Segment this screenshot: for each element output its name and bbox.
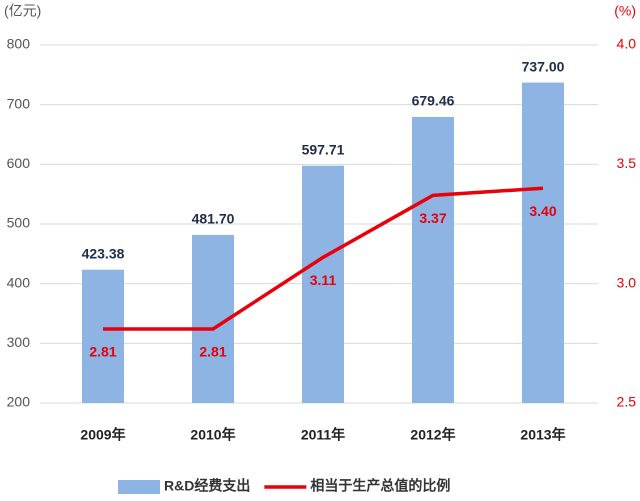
line-value-label: 3.11 — [310, 272, 337, 288]
bar — [302, 165, 344, 403]
line-value-label: 2.81 — [89, 344, 116, 360]
bar — [522, 82, 564, 403]
bar-value-label: 481.70 — [192, 211, 235, 227]
y-tick-label: 200 — [7, 394, 31, 410]
bar-value-label: 423.38 — [82, 245, 125, 261]
bar-value-label: 737.00 — [522, 58, 565, 74]
y2-axis-label: (%) — [614, 3, 636, 19]
bar — [82, 269, 124, 403]
x-tick-label: 2013年 — [520, 427, 565, 443]
bar-value-label: 679.46 — [412, 93, 455, 109]
y-tick-label: 400 — [7, 274, 31, 290]
x-tick-label: 2009年 — [80, 427, 125, 443]
y2-tick-label: 3.0 — [617, 274, 637, 290]
bar-value-label: 597.71 — [302, 141, 345, 157]
line-value-label: 3.37 — [419, 210, 446, 226]
y-tick-label: 500 — [7, 215, 31, 231]
y2-tick-label: 4.0 — [617, 36, 637, 52]
y-tick-label: 300 — [7, 334, 31, 350]
legend-swatch — [118, 480, 160, 494]
y-tick-label: 600 — [7, 155, 31, 171]
y-tick-label: 800 — [7, 36, 31, 52]
y2-tick-label: 2.5 — [617, 394, 637, 410]
x-tick-label: 2010年 — [190, 427, 235, 443]
y2-tick-label: 3.5 — [617, 155, 637, 171]
x-tick-label: 2011年 — [301, 427, 345, 443]
line-value-label: 3.40 — [529, 203, 556, 219]
legend-label: R&D经费支出 — [164, 478, 250, 494]
y-tick-label: 700 — [7, 95, 31, 111]
line-value-label: 2.81 — [199, 344, 226, 360]
y-axis-label: (亿元) — [4, 3, 41, 19]
legend-label: 相当于生产总值的比例 — [310, 478, 450, 494]
bar — [412, 116, 454, 403]
line — [103, 186, 544, 331]
x-tick-label: 2012年 — [410, 427, 455, 443]
